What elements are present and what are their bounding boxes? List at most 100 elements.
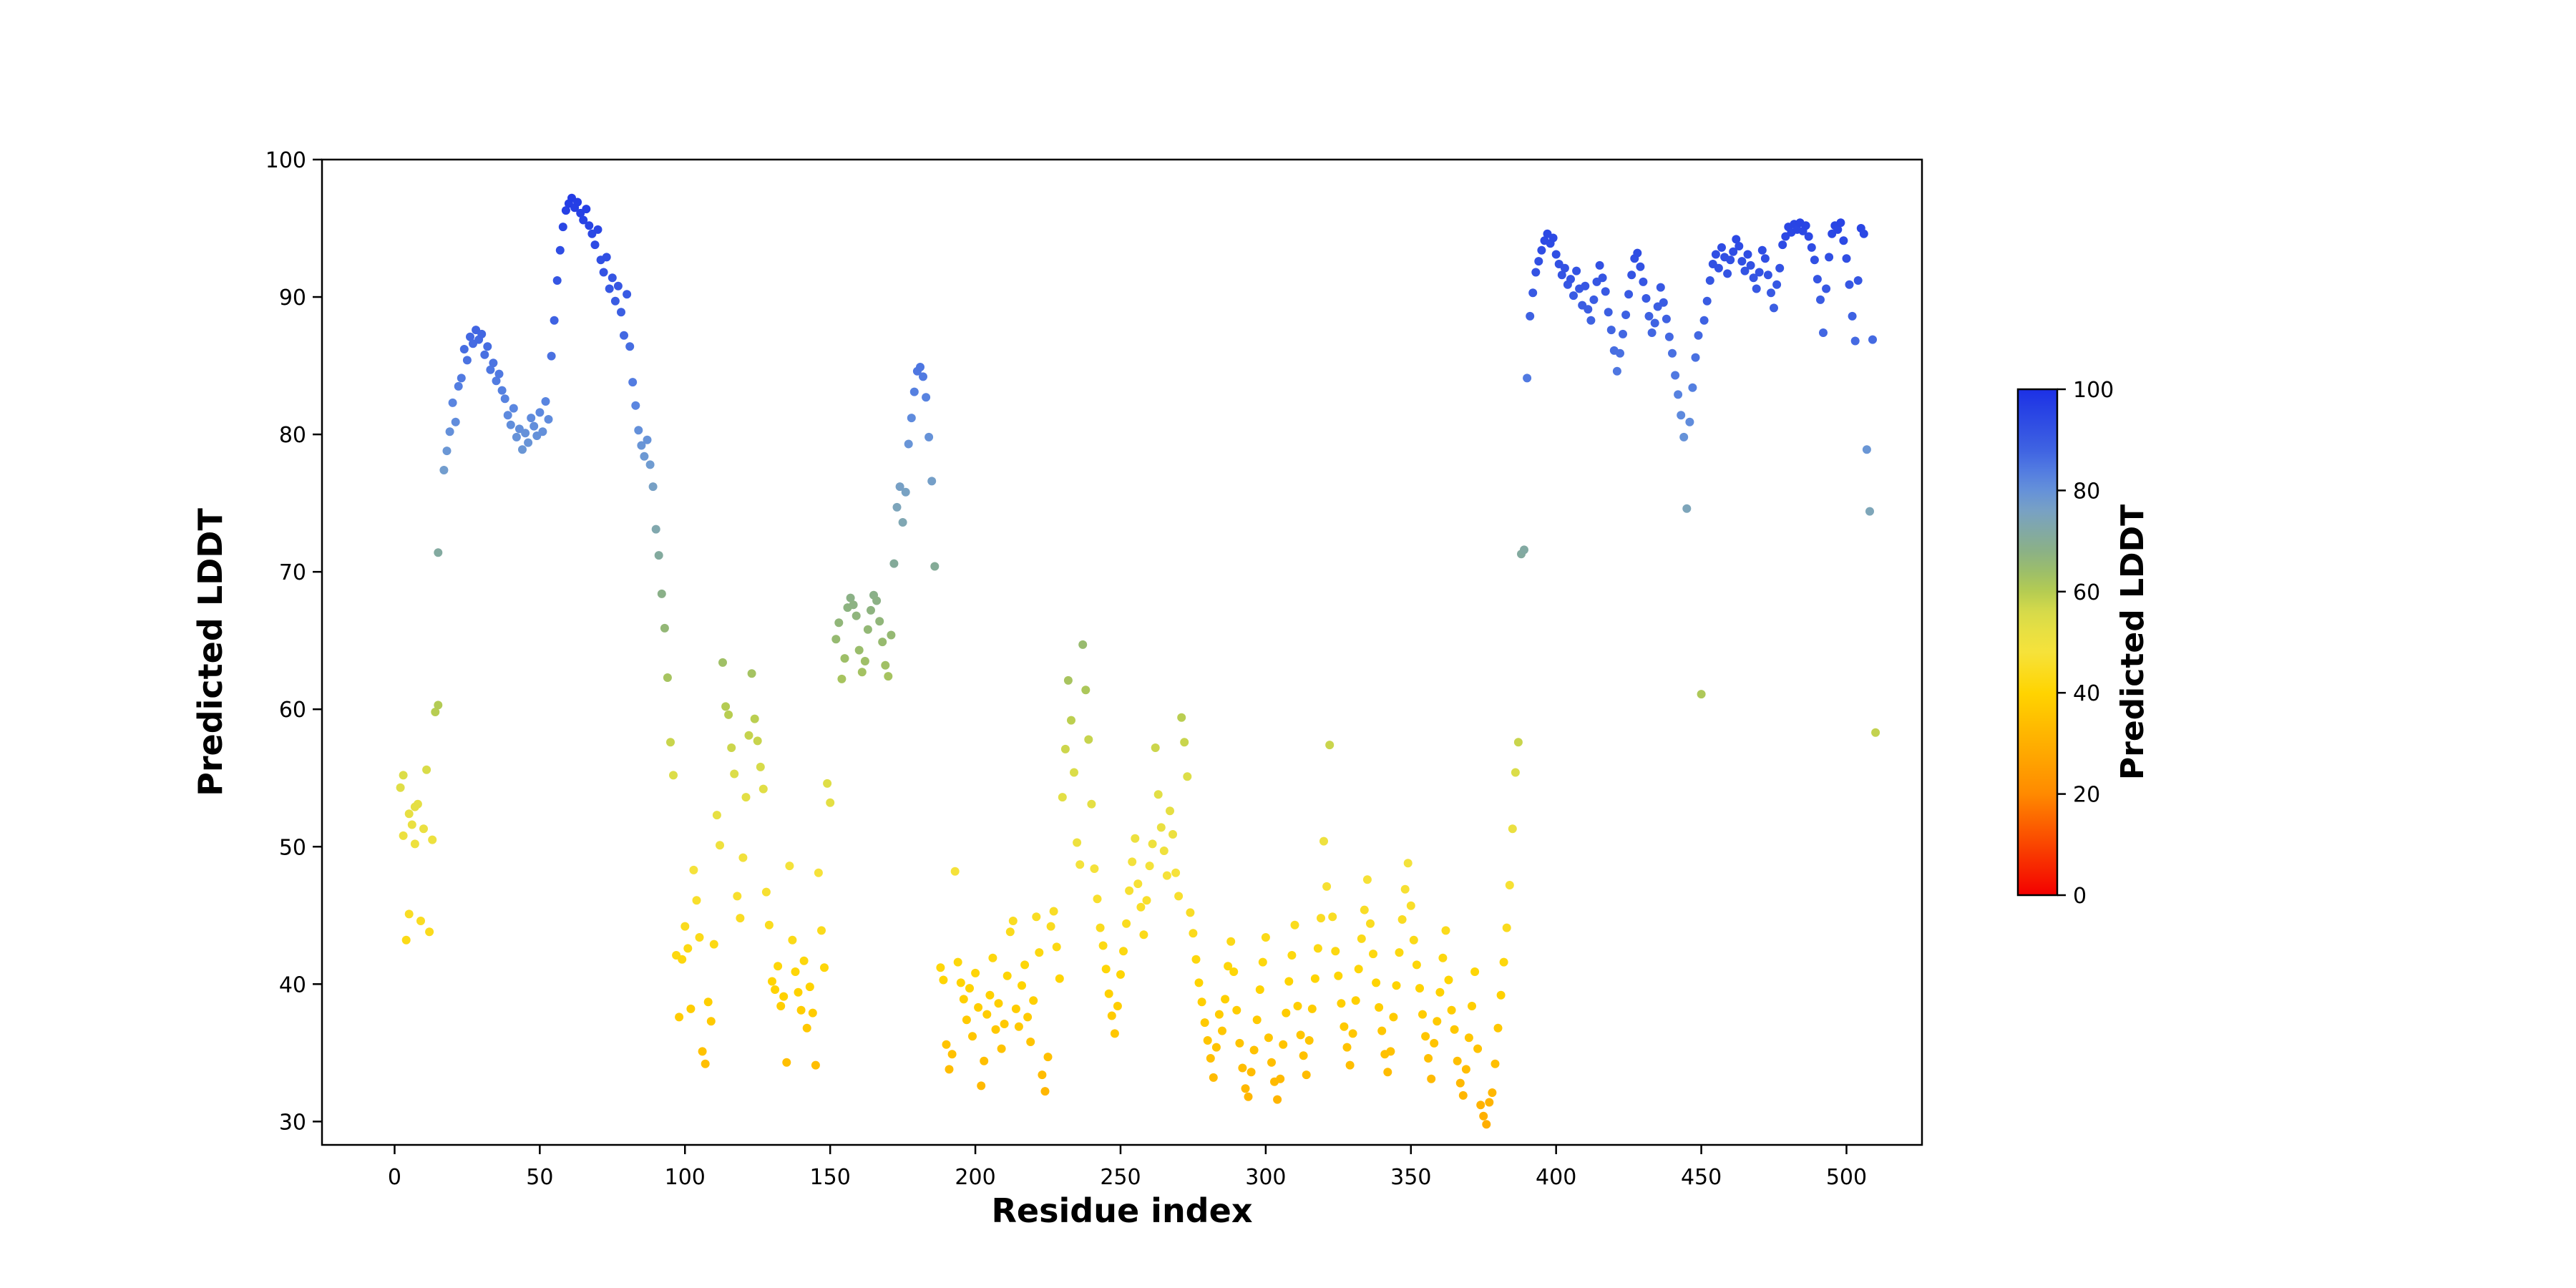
colorbar-gradient <box>2016 388 2059 897</box>
scatter-point <box>1200 1018 1209 1028</box>
scatter-point <box>1523 374 1532 383</box>
scatter-point <box>991 1025 1000 1034</box>
scatter-point <box>1142 896 1151 905</box>
scatter-point <box>1067 716 1075 725</box>
scatter-point <box>1450 1025 1459 1034</box>
scatter-point <box>1526 311 1535 321</box>
scatter-point <box>1865 507 1874 516</box>
scatter-point <box>1151 743 1160 752</box>
scatter-point <box>1070 768 1078 777</box>
scatter-point <box>953 957 962 967</box>
x-axis-label: Residue index <box>992 1191 1253 1230</box>
scatter-point <box>1668 348 1677 358</box>
scatter-point <box>758 784 768 794</box>
scatter-point <box>1845 280 1854 289</box>
scatter-point <box>422 765 431 774</box>
scatter-point <box>791 967 800 976</box>
scatter-point <box>1043 1053 1053 1062</box>
scatter-point <box>637 441 646 450</box>
scatter-point <box>1458 1091 1468 1100</box>
scatter-point <box>1505 881 1514 889</box>
scatter-point <box>1743 250 1752 259</box>
scatter-point <box>1360 905 1369 914</box>
scatter-point <box>1377 1026 1387 1035</box>
scatter-point <box>1839 236 1848 245</box>
scatter-point <box>1755 268 1764 277</box>
scatter-point <box>1090 864 1099 873</box>
scatter-point <box>988 953 997 962</box>
scatter-point <box>643 435 652 444</box>
scatter-point <box>1557 270 1566 280</box>
scatter-point <box>1435 987 1445 997</box>
scatter-point <box>1699 316 1709 325</box>
scatter-point <box>1235 1038 1244 1048</box>
scatter-point <box>1299 1051 1308 1060</box>
scatter-point <box>724 710 733 719</box>
scatter-point <box>727 743 736 752</box>
scatter-point <box>718 658 727 667</box>
scatter-point <box>448 398 457 407</box>
scatter-point <box>1488 1088 1497 1097</box>
scatter-point <box>1470 967 1480 976</box>
scatter-point <box>817 926 826 935</box>
scatter-point <box>1296 1030 1305 1040</box>
scatter-point <box>1000 1020 1009 1028</box>
scatter-point <box>854 645 864 655</box>
scatter-point <box>1246 1068 1256 1077</box>
scatter-point <box>1749 273 1758 283</box>
scatter-point <box>1848 311 1857 321</box>
scatter-point <box>840 654 849 663</box>
scatter-point <box>1264 1033 1273 1043</box>
scatter-point <box>753 736 762 746</box>
scatter-point <box>1018 981 1026 990</box>
scatter-point <box>599 268 608 277</box>
scatter-point <box>1133 879 1143 889</box>
scatter-point <box>1674 390 1683 399</box>
scatter-point <box>1455 1078 1465 1088</box>
scatter-point <box>1075 860 1085 869</box>
scatter-point <box>541 397 550 406</box>
scatter-point <box>1691 353 1700 362</box>
scatter-point <box>1598 273 1607 283</box>
colorbar-tick-label: 100 <box>2073 378 2114 403</box>
scatter-point <box>1476 1101 1485 1110</box>
scatter-point <box>1664 332 1674 341</box>
scatter-point <box>552 276 562 285</box>
colorbar: 0 20 40 60 80 100 Predicted LDDT <box>2016 378 2151 909</box>
scatter-point <box>947 1050 957 1059</box>
scatter-point <box>1073 838 1082 847</box>
scatter-point <box>1029 996 1038 1005</box>
scatter-point <box>1531 268 1541 277</box>
scatter-point <box>1400 884 1410 894</box>
scatter-point <box>1055 974 1064 983</box>
scatter-point <box>1682 504 1692 513</box>
scatter-point <box>1241 1084 1250 1093</box>
scatter-point <box>524 438 533 447</box>
scatter-point <box>1180 738 1189 747</box>
scatter-point <box>997 1044 1006 1053</box>
scatter-point <box>683 944 693 953</box>
scatter-point <box>602 253 611 262</box>
scatter-point <box>404 809 414 819</box>
scatter-point <box>1119 947 1128 956</box>
scatter-point <box>1770 303 1778 313</box>
scatter-point <box>1194 978 1204 987</box>
scatter-point <box>1136 902 1146 912</box>
scatter-point <box>686 1004 696 1013</box>
scatter-point <box>1348 1029 1357 1038</box>
scatter-point <box>904 439 913 449</box>
scatter-point <box>1822 284 1831 293</box>
scatter-point <box>1177 713 1186 722</box>
scatter-point <box>808 1008 817 1018</box>
plot-border <box>321 158 1923 1146</box>
scatter-point <box>434 701 443 710</box>
scatter-point <box>1636 262 1645 271</box>
scatter-point <box>1113 1002 1122 1010</box>
scatter-point <box>771 985 780 994</box>
scatter-point <box>1052 942 1061 952</box>
scatter-point <box>480 350 489 359</box>
scatter-point <box>1249 1045 1259 1055</box>
scatter-point <box>730 769 739 779</box>
scatter-point <box>695 933 704 942</box>
scatter-point <box>875 617 884 626</box>
